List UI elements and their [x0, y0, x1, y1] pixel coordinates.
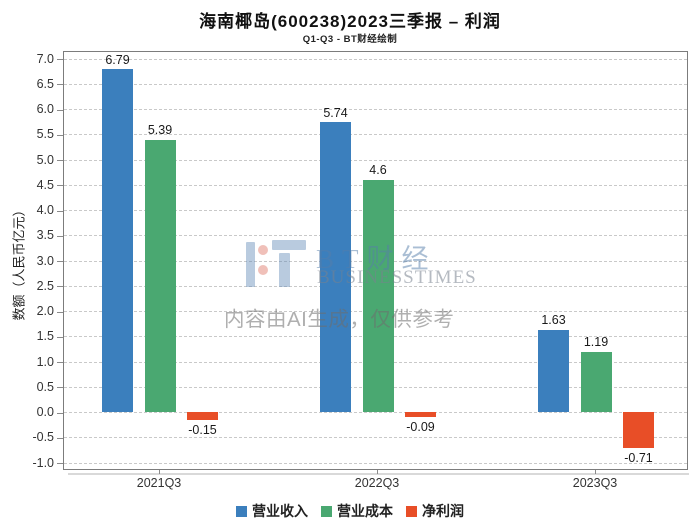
y-tick-mark: [57, 235, 63, 237]
y-tick-label: 4.0: [36, 203, 54, 217]
y-tick-label: 7.0: [36, 51, 54, 66]
y-tick-label: 2.5: [36, 278, 54, 293]
bar-value-label: 5.74: [323, 105, 348, 120]
bar-value-label: 5.39: [147, 123, 173, 138]
y-tick-label: 0.0: [36, 405, 54, 419]
y-tick-mark: [57, 59, 63, 60]
y-tick-mark: [57, 160, 63, 161]
legend-item-营业收入: 营业收入: [236, 501, 308, 521]
gridline: [64, 109, 687, 110]
gridline: [64, 159, 687, 161]
y-tick-label: 6.5: [36, 76, 54, 91]
gridline: [64, 58, 687, 60]
y-tick-label: 3.5: [36, 228, 54, 243]
y-tick-label: 2.0: [36, 304, 54, 318]
y-tick-label: 6.0: [36, 102, 54, 116]
y-tick-label: 0.5: [36, 379, 54, 394]
gridline: [64, 462, 687, 464]
legend-swatch-icon: [236, 505, 247, 517]
legend-swatch-icon: [321, 505, 332, 517]
bar-营业收入-2021Q3: [102, 69, 133, 412]
bar-value-label: 6.79: [105, 52, 130, 67]
legend-label: 净利润: [422, 503, 464, 519]
y-tick-mark: [57, 84, 63, 86]
y-tick-mark: [57, 311, 63, 313]
y-tick-label: -1.0: [32, 455, 54, 470]
y-tick-label: 4.5: [36, 177, 54, 192]
y-tick-mark: [57, 210, 63, 212]
bar-value-label: 4.6: [369, 163, 387, 178]
y-tick-label: 5.5: [36, 127, 54, 142]
bar-value-label: 1.19: [583, 335, 609, 350]
axis-shadow-line: [68, 472, 689, 475]
bar-净利润-2022Q3: [405, 412, 436, 417]
y-tick-mark: [57, 387, 63, 389]
y-tick-mark: [57, 134, 63, 136]
y-tick-mark: [57, 286, 63, 288]
y-tick-label: 1.0: [36, 354, 54, 369]
legend-label: 营业收入: [252, 503, 308, 519]
x-tick-mark: [595, 470, 596, 474]
x-tick-label: 2022Q3: [354, 476, 400, 490]
x-tick-mark: [377, 470, 378, 474]
bar-value-label: 1.63: [541, 313, 566, 328]
y-tick-label: 1.5: [36, 329, 54, 344]
y-tick-label: 3.0: [36, 253, 54, 268]
chart-subtitle: Q1-Q3 - BT财经绘制: [302, 34, 398, 45]
bar-营业收入-2023Q3: [538, 329, 569, 412]
x-tick-mark: [159, 470, 160, 474]
y-tick-mark: [57, 362, 63, 363]
gridline: [64, 134, 687, 136]
chart-title: 海南椰岛(600238)2023三季报 – 利润: [199, 12, 501, 31]
gridline: [64, 83, 687, 85]
legend: 营业收入 营业成本 净利润: [0, 501, 700, 521]
y-tick-mark: [57, 109, 63, 111]
plot-area: 6.79 5.74 1.63 5.39 4.6 1.19 -0.15 -0.09 -0.71: [63, 51, 688, 470]
legend-label: 营业成本: [337, 503, 393, 519]
legend-swatch-icon: [406, 505, 417, 517]
legend-item-净利润: 净利润: [406, 501, 464, 521]
y-tick-mark: [57, 336, 63, 338]
bar-营业成本-2021Q3: [144, 139, 176, 412]
y-tick-mark: [57, 185, 63, 187]
x-tick-label: 2021Q3: [136, 476, 182, 490]
y-tick-mark: [57, 261, 63, 262]
y-tick-label: -0.5: [32, 430, 54, 445]
x-tick-label: 2023Q3: [572, 476, 618, 490]
gridline: [64, 412, 687, 413]
bar-营业成本-2022Q3: [362, 179, 394, 412]
y-tick-label: 5.0: [36, 152, 54, 167]
y-tick-mark: [57, 437, 63, 439]
bar-营业收入-2022Q3: [320, 122, 351, 412]
y-tick-mark: [57, 412, 63, 414]
bar-value-label: -0.15: [188, 423, 217, 438]
legend-item-营业成本: 营业成本: [321, 501, 393, 521]
y-tick-mark: [57, 463, 63, 464]
bar-净利润-2023Q3: [623, 412, 654, 448]
bar-value-label: -0.71: [624, 451, 653, 466]
bar-value-label: -0.09: [406, 420, 435, 435]
bar-营业成本-2023Q3: [580, 351, 612, 412]
gridline: [64, 437, 687, 439]
bar-净利润-2021Q3: [187, 412, 218, 420]
